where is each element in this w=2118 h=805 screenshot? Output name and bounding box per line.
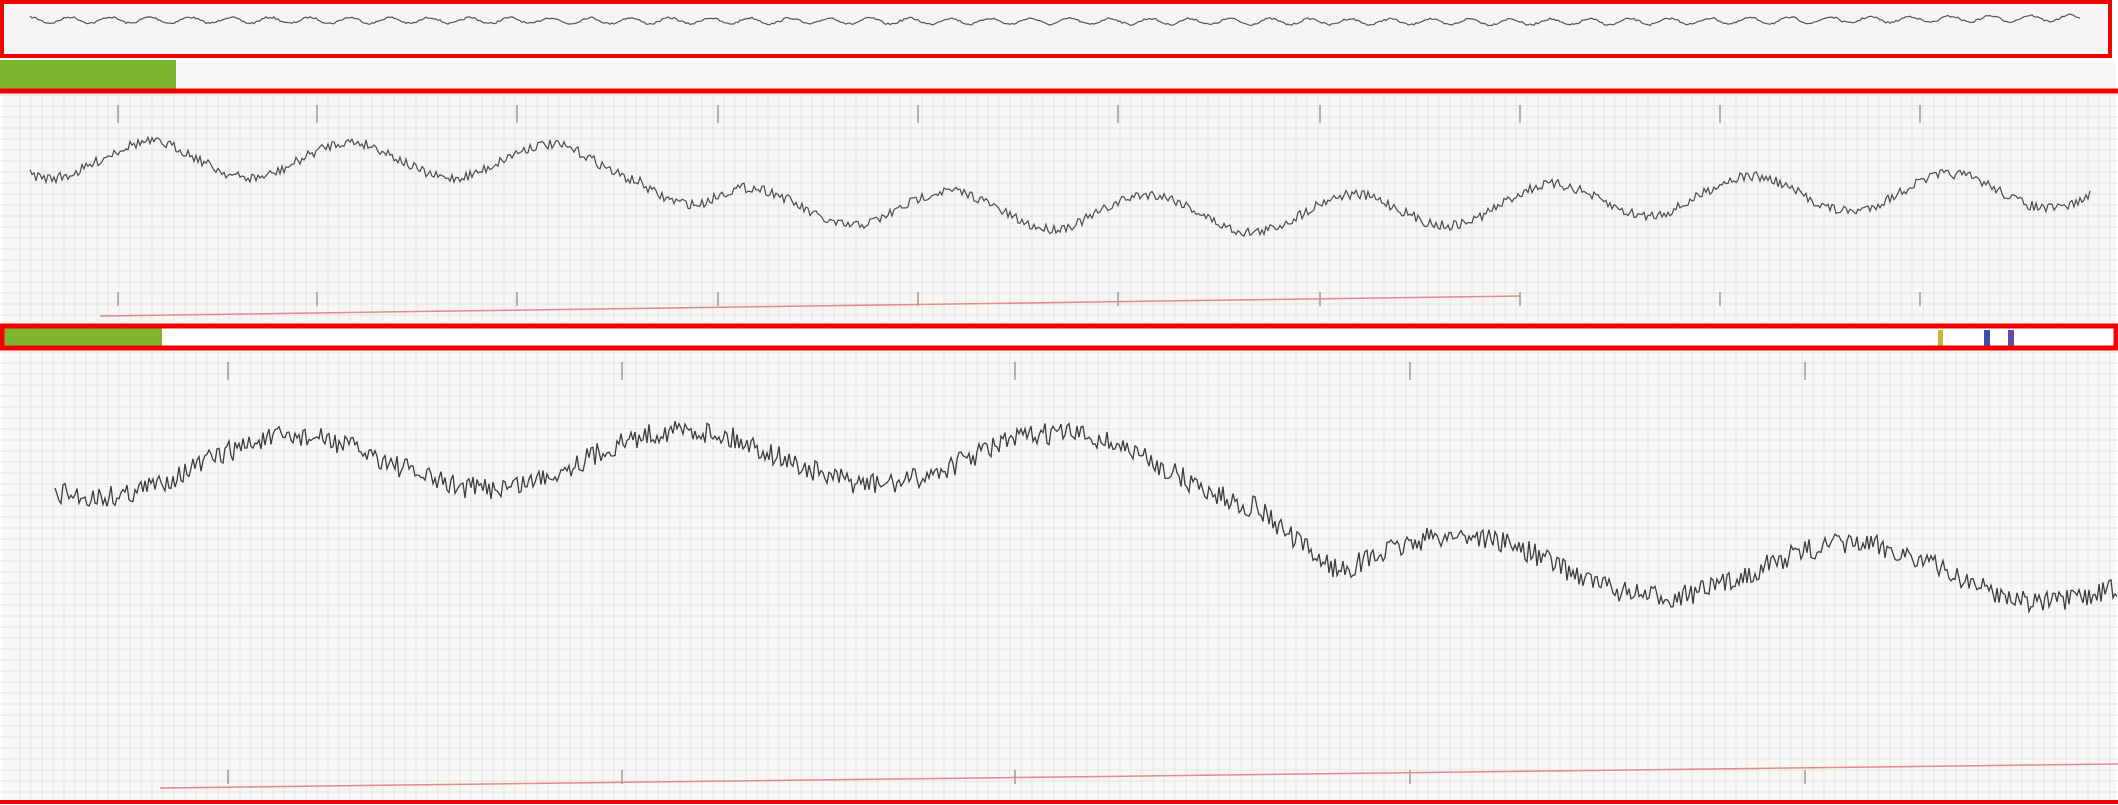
- panel-3-bg: [2, 350, 2116, 802]
- panel-2-grid: [0, 94, 2118, 322]
- baseline: [159, 763, 2118, 789]
- trace: [29, 13, 2081, 27]
- waveforms: [29, 13, 2118, 615]
- trace: [29, 135, 2091, 237]
- frame: [0, 0, 2112, 58]
- marker: [1938, 330, 1943, 348]
- panel-3-grid: [0, 351, 2118, 800]
- marker: [1984, 330, 1990, 348]
- frame: [0, 323, 2118, 351]
- panel-2-bg: [2, 62, 2116, 324]
- baseline: [99, 295, 1521, 317]
- panel-1-bg: [2, 2, 2110, 56]
- green-bar: [0, 328, 162, 348]
- marker: [2008, 330, 2014, 348]
- green-bar: [0, 60, 176, 89]
- trace: [54, 421, 2118, 615]
